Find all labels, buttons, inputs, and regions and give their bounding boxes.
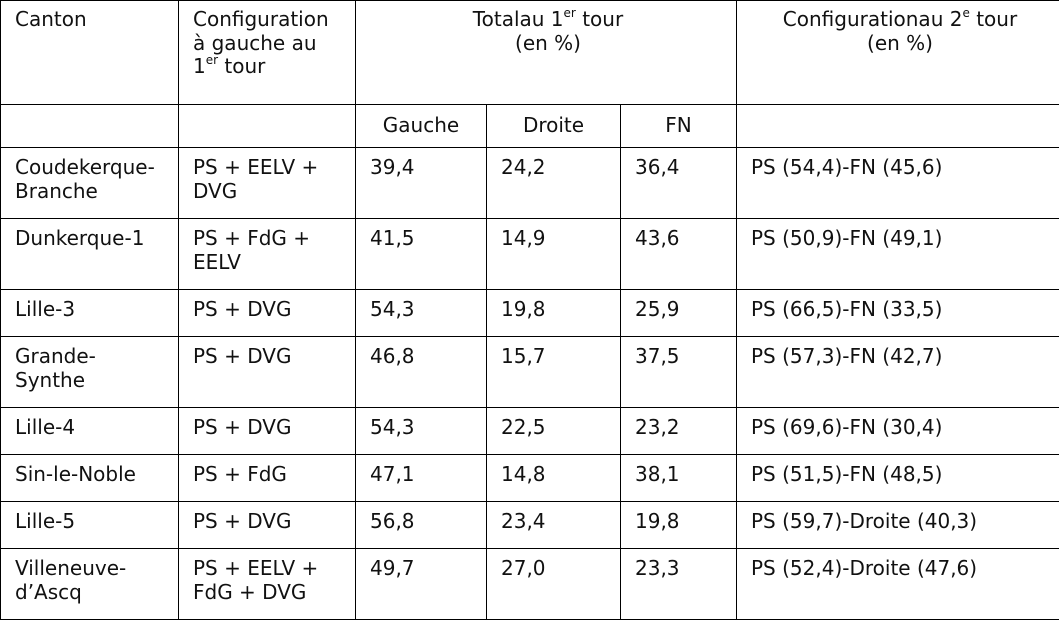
cell-config: PS + FdG + EELV [178,218,356,290]
cell-config: PS + FdG [178,454,356,502]
cell-gauche: 39,4 [355,147,487,219]
cell-canton: Lille-4 [0,407,179,455]
cell-droite: 23,4 [486,501,621,549]
cell-gauche: 46,8 [355,336,487,408]
subheader-fn: FN [620,104,737,148]
table-row: Coudekerque- Branche PS + EELV + DVG 39,4 … [0,147,1059,219]
subheader-droite: Droite [486,104,621,148]
table-row: Dunkerque-1 PS + FdG + EELV 41,5 14,9 43,… [0,218,1059,290]
cell-canton: Dunkerque-1 [0,218,179,290]
cell-fn: 25,9 [620,289,737,337]
cell-second-round: PS (57,3)-FN (42,7) [736,336,1059,408]
cell-config: PS + DVG [178,336,356,408]
cell-canton: Lille-5 [0,501,179,549]
cell-fn: 43,6 [620,218,737,290]
cell-config: PS + EELV + DVG [178,147,356,219]
cell-droite: 27,0 [486,548,621,620]
cell-fn: 23,2 [620,407,737,455]
cell-config: PS + DVG [178,289,356,337]
cell-config: PS + DVG [178,407,356,455]
subheader-empty [0,104,179,148]
cell-fn: 36,4 [620,147,737,219]
header-row: Canton Configuration à gauche au 1er tou… [0,0,1059,105]
cell-second-round: PS (51,5)-FN (48,5) [736,454,1059,502]
header-config-first-round: Configuration à gauche au 1er tour [178,0,356,105]
cell-gauche: 56,8 [355,501,487,549]
cell-second-round: PS (52,4)-Droite (47,6) [736,548,1059,620]
subheader-row: Gauche Droite FN [0,104,1059,148]
cell-fn: 37,5 [620,336,737,408]
cell-second-round: PS (66,5)-FN (33,5) [736,289,1059,337]
cell-second-round: PS (54,4)-FN (45,6) [736,147,1059,219]
cell-droite: 15,7 [486,336,621,408]
table-row: Grande- Synthe PS + DVG 46,8 15,7 37,5 PS… [0,336,1059,408]
header-canton: Canton [0,0,179,105]
subheader-empty [178,104,356,148]
cell-second-round: PS (69,6)-FN (30,4) [736,407,1059,455]
cell-second-round: PS (50,9)-FN (49,1) [736,218,1059,290]
cell-canton: Lille-3 [0,289,179,337]
cell-canton: Villeneuve-d’Ascq [0,548,179,620]
cell-droite: 24,2 [486,147,621,219]
cell-fn: 23,3 [620,548,737,620]
cell-config: PS + DVG [178,501,356,549]
header-config-second-round: Configurationau 2e tour (en %) [736,0,1059,105]
cell-gauche: 41,5 [355,218,487,290]
cell-canton: Grande- Synthe [0,336,179,408]
subheader-empty [736,104,1059,148]
cell-canton: Coudekerque- Branche [0,147,179,219]
table-row: Lille-3 PS + DVG 54,3 19,8 25,9 PS (66,5… [0,289,1059,337]
table-row: Lille-4 PS + DVG 54,3 22,5 23,2 PS (69,6… [0,407,1059,455]
cell-gauche: 47,1 [355,454,487,502]
subheader-gauche: Gauche [355,104,487,148]
cell-droite: 22,5 [486,407,621,455]
cell-gauche: 54,3 [355,289,487,337]
table-row: Villeneuve-d’Ascq PS + EELV + FdG + DVG 4… [0,548,1059,620]
cell-droite: 14,9 [486,218,621,290]
cell-canton: Sin-le-Noble [0,454,179,502]
cell-fn: 38,1 [620,454,737,502]
header-total-first-round: Totalau 1er tour (en %) [355,0,737,105]
cell-droite: 19,8 [486,289,621,337]
cell-gauche: 54,3 [355,407,487,455]
cell-config: PS + EELV + FdG + DVG [178,548,356,620]
results-table: Canton Configuration à gauche au 1er tou… [0,0,1059,620]
cell-gauche: 49,7 [355,548,487,620]
cell-fn: 19,8 [620,501,737,549]
table-row: Lille-5 PS + DVG 56,8 23,4 19,8 PS (59,7… [0,501,1059,549]
cell-droite: 14,8 [486,454,621,502]
cell-second-round: PS (59,7)-Droite (40,3) [736,501,1059,549]
table-row: Sin-le-Noble PS + FdG 47,1 14,8 38,1 PS … [0,454,1059,502]
